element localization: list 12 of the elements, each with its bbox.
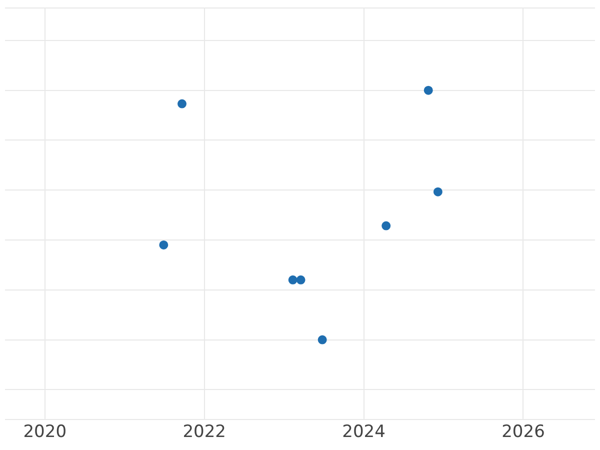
point — [382, 221, 391, 230]
x-tick-label: 2020 — [23, 422, 66, 442]
point — [296, 275, 306, 284]
point — [318, 335, 327, 344]
point — [178, 99, 186, 108]
x-tick-label: 2024 — [342, 422, 386, 442]
point — [159, 240, 168, 250]
point — [424, 86, 433, 95]
x-tick-label: 2026 — [502, 422, 545, 442]
point — [288, 275, 298, 284]
point — [433, 187, 442, 196]
x-tick-label: 2022 — [182, 422, 226, 442]
